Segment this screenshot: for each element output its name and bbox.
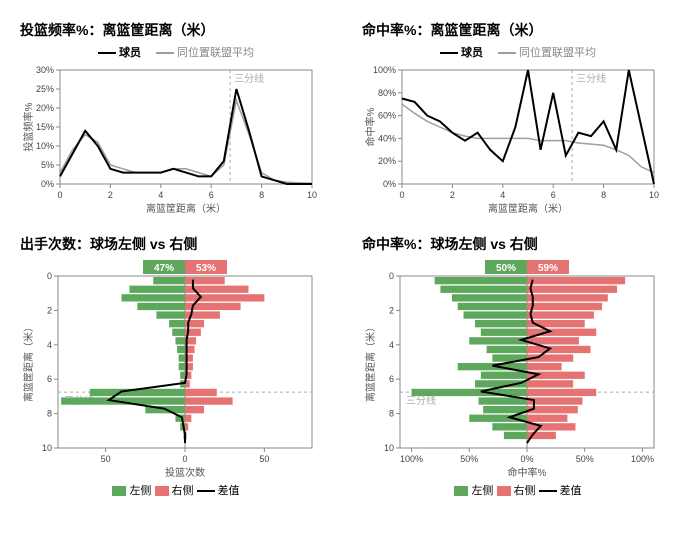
svg-text:0: 0 [182,454,187,464]
svg-text:8: 8 [47,409,52,419]
chart-title: 投篮频率%：离篮筐距离（米） [20,20,332,40]
legend-diff: 差值 [560,485,582,497]
svg-text:离篮筐距离（米）: 离篮筐距离（米） [488,202,568,214]
svg-text:4: 4 [389,340,394,350]
svg-text:20%: 20% [378,156,396,166]
legend-left: 左侧 [471,485,493,497]
svg-text:投篮频率%: 投篮频率% [22,102,35,151]
line-chart-fgpct: 0% 20% 40% 60% 80% 100% 0 2 4 6 8 10 三分线离篮筐距离（米） 命中率% [362,64,662,214]
svg-text:离篮筐距离（米）: 离篮筐距离（米） [364,322,377,402]
legend-right: 右侧 [172,485,194,497]
panel-fgpct-lr: 命中率%：球场左侧 vs 右侧 0246810100%50%0%50%100%三… [362,234,674,498]
legend-right: 右侧 [514,485,536,497]
svg-text:0: 0 [389,271,394,281]
legend-player: 球员 [461,47,483,59]
svg-text:50: 50 [259,454,269,464]
svg-text:53%: 53% [196,263,216,274]
svg-text:10: 10 [307,190,317,200]
chart-title: 命中率%：离篮筐距离（米） [362,20,674,40]
svg-text:2: 2 [389,305,394,315]
svg-text:10: 10 [384,443,394,453]
legend-player: 球员 [119,47,141,59]
svg-text:6: 6 [551,190,556,200]
svg-text:4: 4 [500,190,505,200]
legend-league: 同位置联盟平均 [519,47,596,59]
svg-text:0: 0 [399,190,404,200]
svg-text:投篮次数: 投篮次数 [165,466,205,478]
svg-text:10%: 10% [36,141,54,151]
svg-text:50%: 50% [576,454,594,464]
svg-text:2: 2 [47,305,52,315]
svg-text:10: 10 [42,443,52,453]
svg-text:40%: 40% [378,133,396,143]
legend-left: 左侧 [129,485,151,497]
svg-text:25%: 25% [36,84,54,94]
svg-text:命中率%: 命中率% [508,466,547,478]
chart-grid: 投篮频率%：离篮筐距离（米） 球员 同位置联盟平均 0%5%10%15%20%2… [20,20,674,498]
svg-text:59%: 59% [538,263,558,274]
svg-text:50%: 50% [460,454,478,464]
legend-league: 同位置联盟平均 [177,47,254,59]
svg-text:0%: 0% [41,179,54,189]
svg-text:50%: 50% [496,263,516,274]
svg-text:15%: 15% [36,122,54,132]
legend: 球员 同位置联盟平均 [20,44,332,60]
svg-text:6: 6 [209,190,214,200]
svg-text:命中率%: 命中率% [364,107,377,146]
svg-text:60%: 60% [378,111,396,121]
svg-text:80%: 80% [378,88,396,98]
svg-text:4: 4 [158,190,163,200]
svg-text:0: 0 [57,190,62,200]
chart-title: 出手次数：球场左侧 vs 右侧 [20,234,332,254]
svg-text:20%: 20% [36,103,54,113]
svg-text:8: 8 [601,190,606,200]
svg-text:30%: 30% [36,65,54,75]
svg-text:离篮筐距离（米）: 离篮筐距离（米） [22,322,35,402]
svg-text:100%: 100% [400,454,423,464]
line-chart-frequency: 0% 5% 10% 15% 20% 25% 30% 0 2 4 6 8 10 三分线离篮筐距离（米） 投篮频… [20,64,320,214]
svg-text:10: 10 [649,190,659,200]
svg-text:三分线: 三分线 [576,72,606,85]
panel-fg-pct: 命中率%：离篮筐距离（米） 球员 同位置联盟平均 0% 20% 40% 60% 80% 1… [362,20,674,214]
svg-text:0: 0 [47,271,52,281]
panel-shot-frequency: 投篮频率%：离篮筐距离（米） 球员 同位置联盟平均 0% 5% 10% 15% 20% 2… [20,20,332,214]
bar-chart-shots-lr: 024681050050三分线47%53%投篮次数离篮筐距离（米） [20,258,320,478]
svg-text:8: 8 [259,190,264,200]
svg-text:100%: 100% [631,454,654,464]
svg-text:47%: 47% [154,263,174,274]
legend: 左侧 右侧 差值 [20,482,332,498]
svg-text:6: 6 [47,374,52,384]
bar-chart-fgpct-lr: 0246810100%50%0%50%100%三分线50%59%命中率%离篮筐距… [362,258,662,478]
svg-text:2: 2 [450,190,455,200]
svg-text:100%: 100% [373,65,396,75]
legend: 左侧 右侧 差值 [362,482,674,498]
svg-text:6: 6 [389,374,394,384]
chart-title: 命中率%：球场左侧 vs 右侧 [362,234,674,254]
svg-text:50: 50 [101,454,111,464]
svg-text:0%: 0% [520,454,533,464]
svg-text:三分线: 三分线 [234,72,264,85]
svg-text:2: 2 [108,190,113,200]
legend: 球员 同位置联盟平均 [362,44,674,60]
panel-shots-lr: 出手次数：球场左侧 vs 右侧 024681050050三分线47%53%投篮次… [20,234,332,498]
svg-text:8: 8 [389,409,394,419]
svg-text:离篮筐距离（米）: 离篮筐距离（米） [146,202,226,214]
svg-text:0%: 0% [383,179,396,189]
legend-diff: 差值 [218,485,240,497]
svg-text:5%: 5% [41,160,54,170]
svg-text:4: 4 [47,340,52,350]
